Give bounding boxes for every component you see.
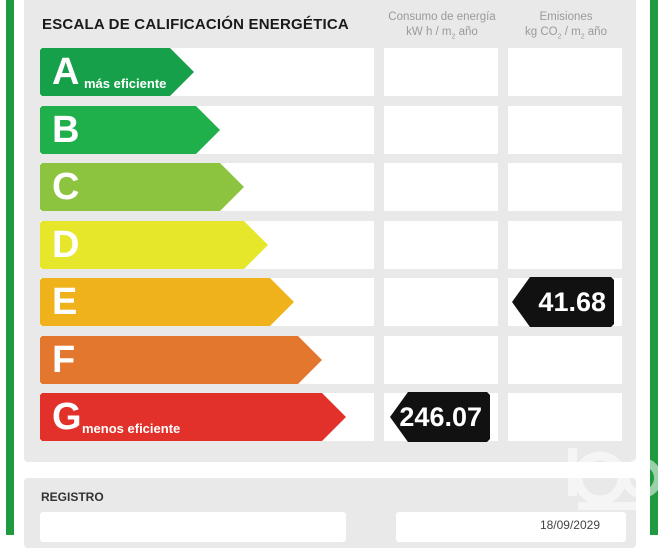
rating-bar-f: F	[40, 335, 322, 384]
emissions-cell	[508, 105, 622, 154]
energy-cell	[384, 335, 498, 384]
rating-note: menos eficiente	[82, 421, 181, 436]
emissions-cell	[508, 220, 622, 269]
registro-panel: REGISTRO 18/09/2029	[24, 478, 636, 548]
rating-row-b: B	[40, 105, 624, 154]
left-border	[6, 0, 14, 535]
rating-arrow	[40, 48, 194, 96]
rating-note: más eficiente	[84, 76, 167, 91]
emissions-cell	[508, 335, 622, 384]
iad-logo-icon	[560, 440, 660, 535]
energy-column-header: Consumo de energía kW h / m2 año	[388, 11, 496, 41]
rating-letter: D	[52, 223, 80, 266]
rating-arrow	[40, 163, 244, 211]
rating-row-f: F	[40, 335, 624, 384]
rating-bar-b: B	[40, 105, 220, 154]
rating-letter: F	[52, 338, 76, 381]
page-title: ESCALA DE CALIFICACIÓN ENERGÉTICA	[42, 16, 349, 33]
rating-bar-d: D	[40, 220, 268, 269]
energy-cell	[384, 278, 498, 326]
emissions-value: 41.68	[538, 287, 606, 317]
badge-arrow	[390, 392, 490, 442]
energy-cell	[384, 105, 498, 154]
emissions-cell	[508, 163, 622, 211]
registro-label: REGISTRO	[41, 490, 104, 504]
rating-arrow	[40, 220, 268, 269]
emissions-cell	[508, 393, 622, 441]
registro-field-1	[40, 512, 346, 542]
rating-arrow	[40, 335, 322, 384]
energy-cell	[384, 220, 498, 269]
rating-row-e: E 41.68	[40, 277, 624, 327]
emissions-cell	[508, 48, 622, 96]
rating-arrow	[40, 105, 220, 154]
energy-cell	[384, 48, 498, 96]
rating-bar-c: C	[40, 163, 244, 211]
energy-value: 246.07	[399, 402, 482, 432]
rating-bar-e: E	[40, 278, 294, 326]
badge-arrow	[512, 277, 614, 327]
energy-label-panel: ESCALA DE CALIFICACIÓN ENERGÉTICA Consum…	[24, 0, 636, 462]
rating-row-c: C	[40, 163, 624, 211]
rating-letter: A	[52, 51, 80, 93]
rating-arrow	[40, 278, 294, 326]
rating-arrow	[40, 393, 346, 441]
energy-cell	[384, 163, 498, 211]
registro-date: 18/09/2029	[539, 518, 600, 532]
right-border	[650, 0, 658, 535]
rating-letter: B	[52, 108, 80, 151]
energy-value-badge: 246.07	[390, 392, 490, 442]
emissions-value-badge: 41.68	[512, 277, 614, 327]
rating-letter: C	[52, 166, 80, 208]
rating-letter: G	[52, 396, 82, 438]
rating-letter: E	[52, 281, 78, 323]
rating-row-d: D	[40, 220, 624, 269]
emissions-column-header: Emisiones kg CO2 / m2 año	[525, 11, 607, 41]
